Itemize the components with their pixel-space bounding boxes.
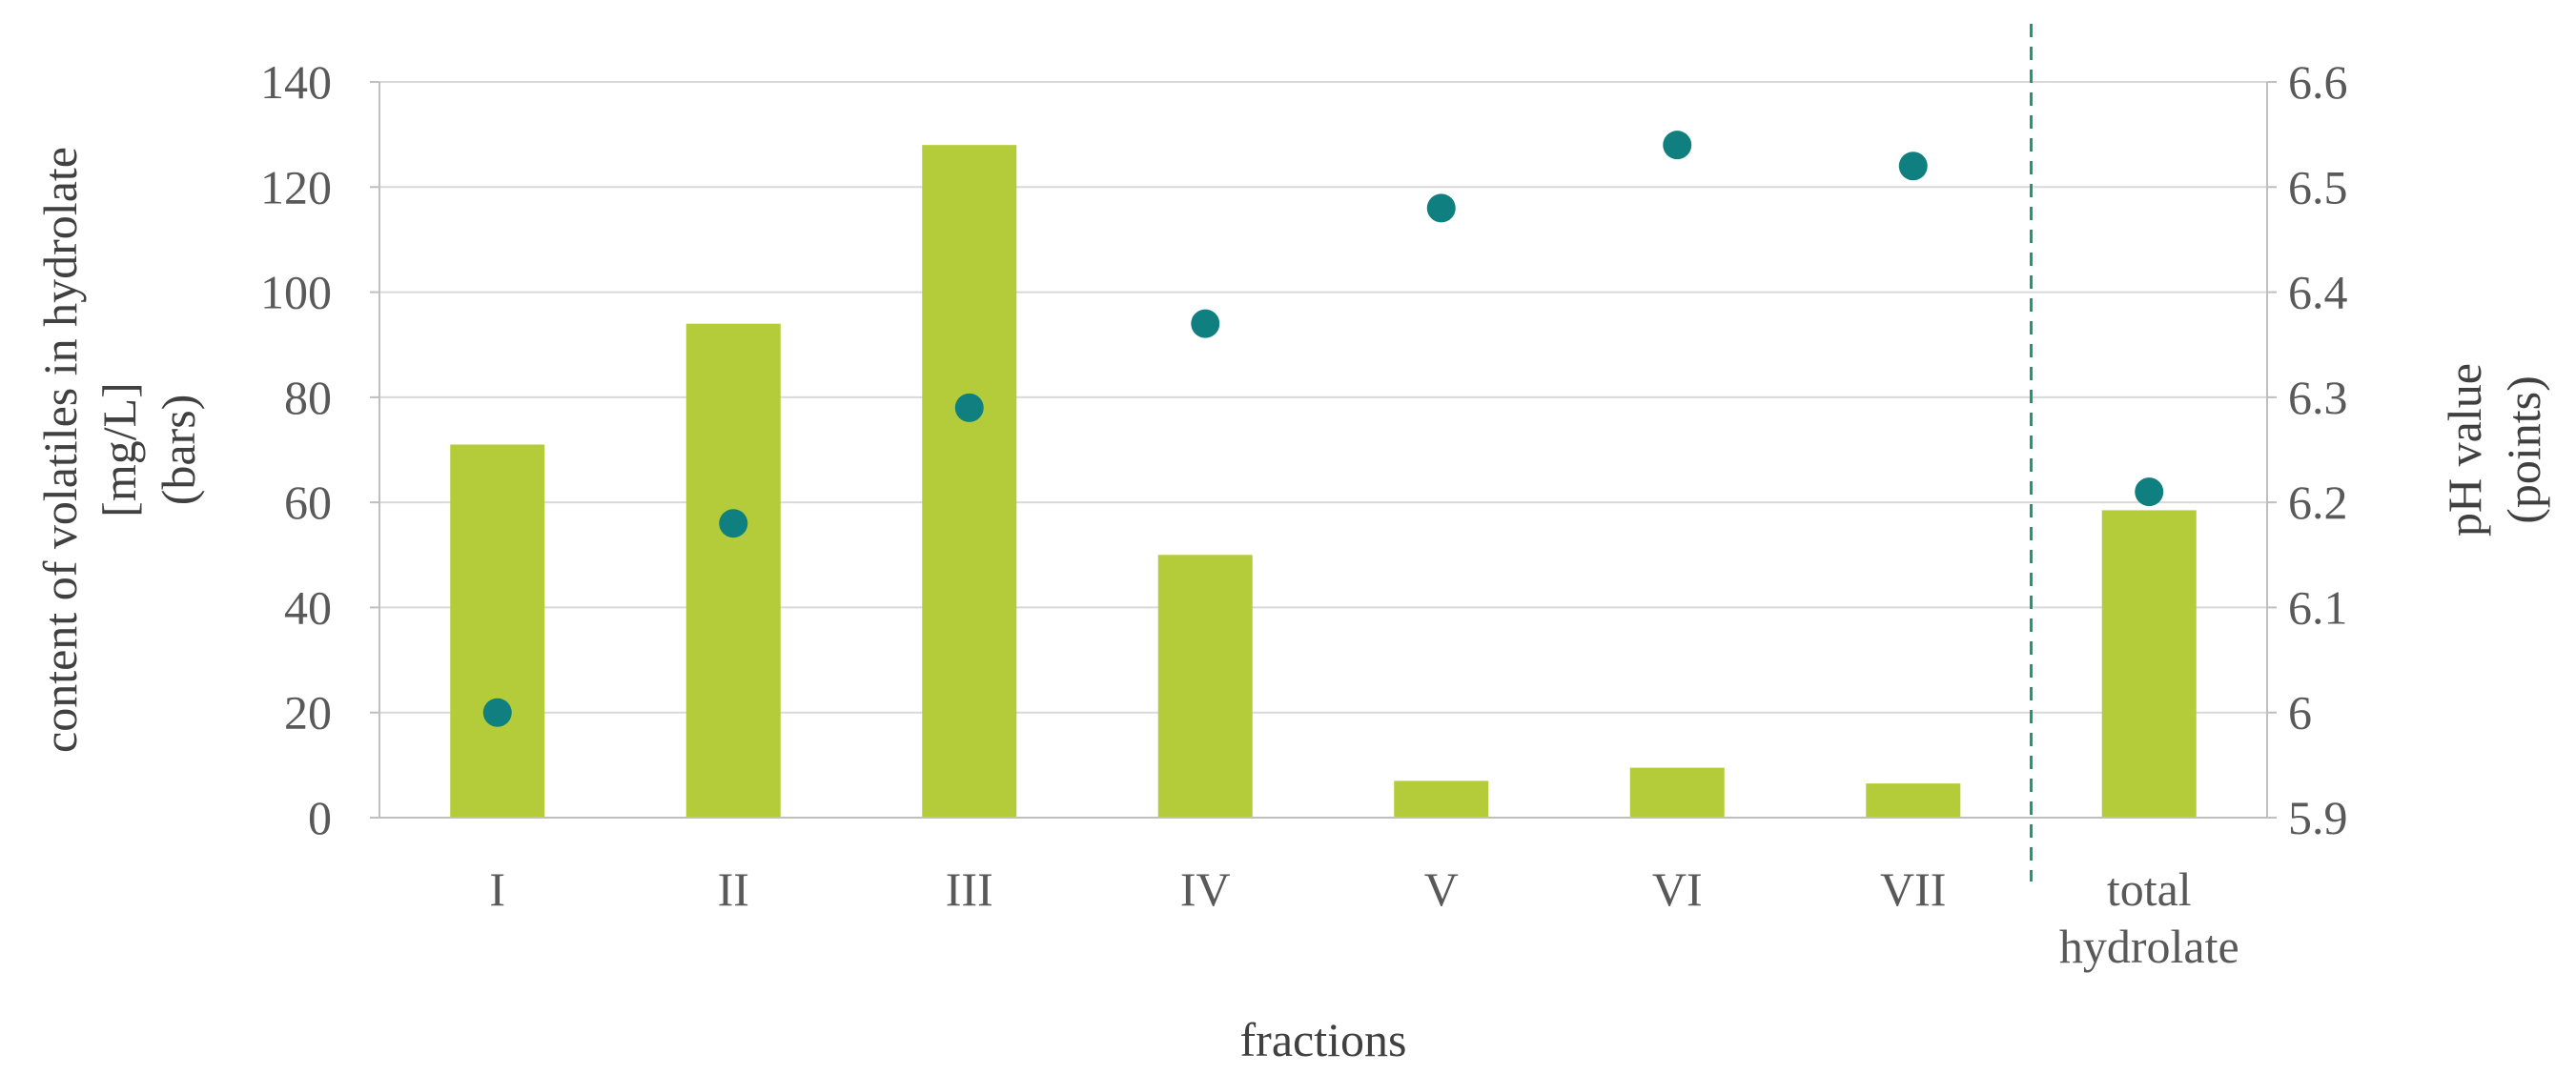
y2-tick-label: 5.9 xyxy=(2288,791,2348,844)
y-tick-label: 140 xyxy=(260,55,332,109)
x-tick-label: VI xyxy=(1652,862,1703,916)
bar xyxy=(450,444,545,818)
x-tick-label: IV xyxy=(1180,862,1231,916)
y-tick-label: 40 xyxy=(284,580,332,634)
y2-tick-label: 6.2 xyxy=(2288,476,2348,529)
y-tick-label: 120 xyxy=(260,160,332,213)
gridlines xyxy=(379,81,2267,714)
axes xyxy=(370,24,2277,881)
bar xyxy=(1157,555,1253,818)
y-tick-label: 20 xyxy=(284,686,332,740)
y2-tick-label: 6.6 xyxy=(2288,55,2348,109)
bar xyxy=(922,145,1017,818)
ph-point xyxy=(2135,477,2164,507)
ph-point xyxy=(719,509,748,538)
x-tick-label: total hydrolate xyxy=(2059,862,2239,973)
x-tick-label: I xyxy=(489,862,505,916)
y2-tick-label: 6.1 xyxy=(2288,580,2348,634)
ph-point xyxy=(1663,131,1692,160)
bar xyxy=(2101,510,2197,818)
bar-series xyxy=(450,145,2197,819)
y-tick-label: 100 xyxy=(260,266,332,319)
x-tick-label: II xyxy=(718,862,749,916)
bar xyxy=(1629,767,1725,818)
x-axis-title: fractions xyxy=(1240,1013,1407,1066)
ph-point xyxy=(1191,309,1220,338)
bar xyxy=(685,323,781,819)
ph-point xyxy=(1426,193,1456,223)
y-axis-title: content of volatiles in hydrolate [mg/L](… xyxy=(33,147,205,753)
y2-tick-label: 6.4 xyxy=(2288,266,2348,319)
bar xyxy=(1394,780,1489,818)
x-tick-label: VII xyxy=(1880,862,1946,916)
y2-tick-label: 6 xyxy=(2288,686,2312,740)
bar xyxy=(1866,783,1961,818)
ph-point xyxy=(954,393,984,422)
ph-scatter-series xyxy=(482,131,2164,727)
y-tick-label: 0 xyxy=(308,791,332,844)
ph-point xyxy=(482,698,512,727)
y2-tick-label: 6.5 xyxy=(2288,160,2348,213)
y-tick-label: 60 xyxy=(284,476,332,529)
ph-point xyxy=(1898,152,1928,181)
y-tick-label: 80 xyxy=(284,371,332,424)
y2-axis-title: pH value (points) xyxy=(2438,363,2550,537)
axis-labels: 0 20 40 60 80 100 120 140 5.9 6 6.1 6.2 6.3 6.4 6.5 6.6… xyxy=(33,55,2550,1066)
x-tick-label: V xyxy=(1424,862,1459,916)
y2-tick-label: 6.3 xyxy=(2288,371,2348,424)
x-tick-label: III xyxy=(946,862,993,916)
